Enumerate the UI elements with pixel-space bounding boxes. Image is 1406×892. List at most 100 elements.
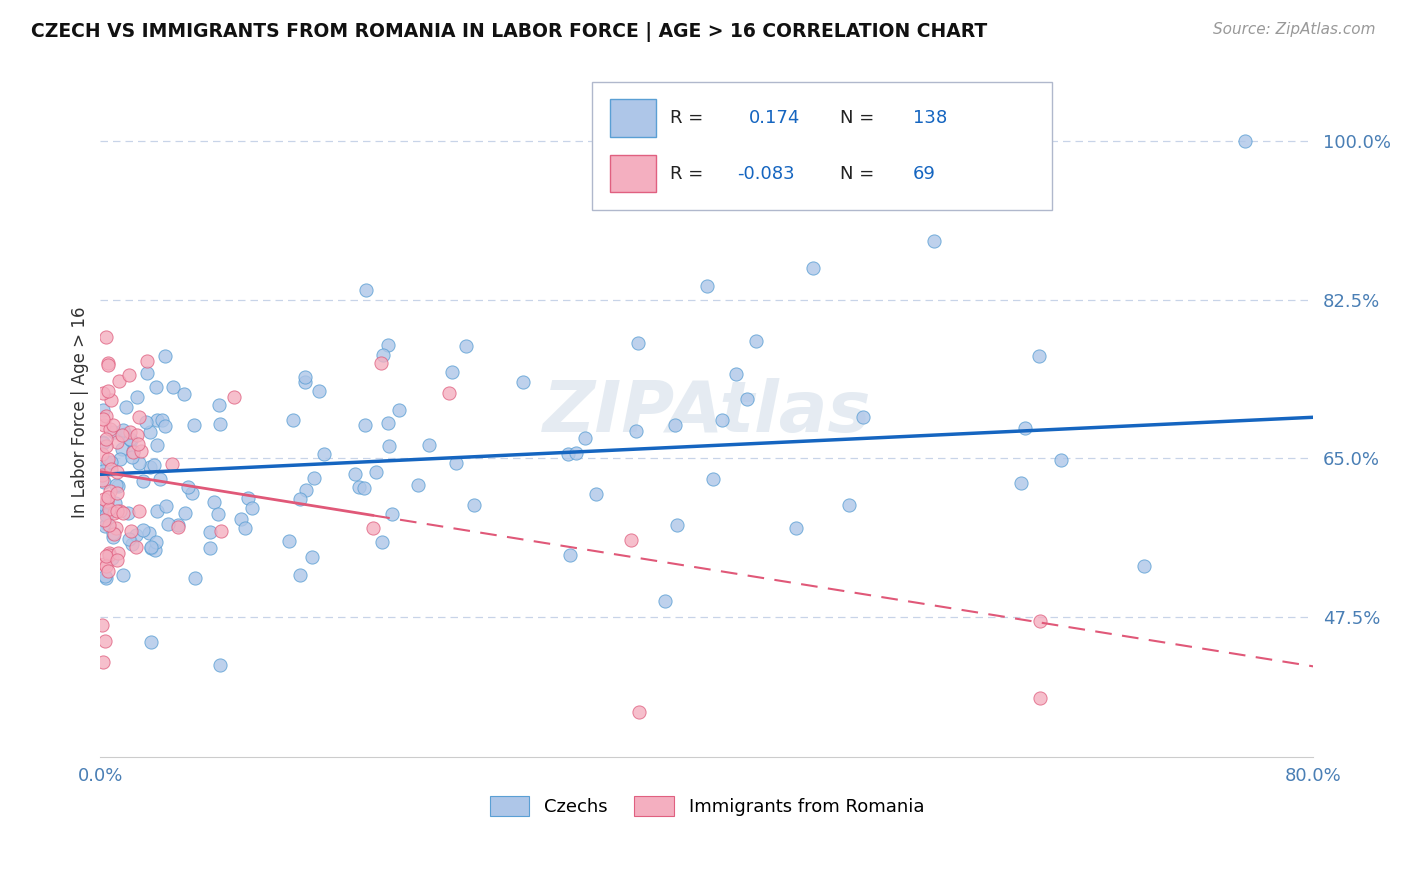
Point — [377, 337, 399, 351]
Point — [177, 480, 200, 494]
Point — [108, 504, 131, 518]
Point — [745, 334, 768, 348]
Point — [131, 474, 153, 488]
Point — [135, 416, 157, 430]
Point — [146, 413, 169, 427]
Point — [125, 427, 148, 442]
Point — [156, 516, 179, 531]
Point — [103, 530, 125, 544]
Point — [198, 541, 221, 555]
Point — [104, 521, 127, 535]
Point — [121, 450, 143, 464]
Point — [209, 658, 232, 673]
Point — [97, 358, 120, 372]
Point — [105, 435, 128, 450]
Point — [308, 384, 330, 399]
Point — [93, 557, 115, 571]
Point — [93, 434, 115, 449]
Point — [91, 386, 114, 401]
Point — [128, 409, 150, 424]
Point — [361, 521, 384, 535]
Point — [145, 504, 167, 518]
Text: CZECH VS IMMIGRANTS FROM ROMANIA IN LABOR FORCE | AGE > 16 CORRELATION CHART: CZECH VS IMMIGRANTS FROM ROMANIA IN LABO… — [31, 22, 987, 42]
Point — [114, 427, 136, 442]
Point — [162, 380, 184, 394]
Point — [138, 526, 160, 541]
Point — [288, 491, 311, 506]
Point — [91, 411, 114, 425]
Point — [127, 436, 149, 450]
Point — [224, 390, 246, 404]
Point — [278, 534, 301, 549]
Point — [104, 495, 127, 509]
Point — [120, 433, 142, 447]
Point — [145, 534, 167, 549]
Point — [91, 656, 114, 670]
Point — [240, 501, 263, 516]
Point — [142, 458, 165, 473]
Point — [1234, 134, 1257, 148]
Point — [418, 438, 440, 452]
Point — [406, 478, 429, 492]
Point — [710, 413, 733, 427]
Point — [94, 330, 117, 344]
Text: R =: R = — [671, 109, 703, 127]
Point — [94, 518, 117, 533]
Point — [118, 532, 141, 546]
Point — [181, 485, 204, 500]
Point — [209, 524, 232, 538]
Point — [121, 445, 143, 459]
Legend: Czechs, Immigrants from Romania: Czechs, Immigrants from Romania — [482, 789, 931, 823]
Point — [97, 491, 120, 505]
Point — [112, 423, 135, 437]
Y-axis label: In Labor Force | Age > 16: In Labor Force | Age > 16 — [72, 307, 89, 518]
Point — [174, 506, 197, 520]
Point — [1133, 558, 1156, 573]
Point — [111, 442, 134, 457]
Point — [121, 537, 143, 551]
Point — [93, 504, 115, 518]
Point — [353, 417, 375, 432]
Point — [94, 549, 117, 563]
Point — [302, 471, 325, 485]
Point — [100, 462, 122, 476]
Point — [94, 439, 117, 453]
Point — [105, 504, 128, 518]
Point — [1050, 453, 1073, 467]
Point — [1028, 349, 1050, 363]
Point — [118, 425, 141, 439]
Point — [120, 524, 142, 539]
Point — [96, 558, 118, 573]
Point — [94, 508, 117, 522]
Point — [96, 432, 118, 446]
Point — [97, 384, 120, 399]
Point — [98, 518, 121, 533]
Point — [370, 534, 392, 549]
Point — [922, 234, 945, 248]
Point — [654, 594, 676, 608]
Point — [104, 478, 127, 492]
Point — [97, 451, 120, 466]
Point — [294, 370, 316, 384]
Point — [724, 367, 747, 381]
Point — [354, 283, 377, 297]
Text: R =: R = — [671, 165, 703, 183]
Point — [90, 618, 112, 632]
Point — [441, 365, 464, 379]
Point — [166, 520, 188, 534]
Point — [141, 541, 163, 555]
Point — [97, 501, 120, 516]
Point — [107, 546, 129, 560]
Point — [560, 548, 582, 562]
Point — [153, 419, 176, 434]
Point — [454, 339, 477, 353]
Point — [838, 498, 860, 512]
Point — [378, 439, 401, 453]
Point — [620, 533, 643, 547]
Point — [118, 368, 141, 382]
Point — [446, 456, 468, 470]
Point — [90, 447, 112, 461]
Point — [463, 498, 485, 512]
Point — [97, 548, 120, 562]
Point — [131, 444, 153, 458]
